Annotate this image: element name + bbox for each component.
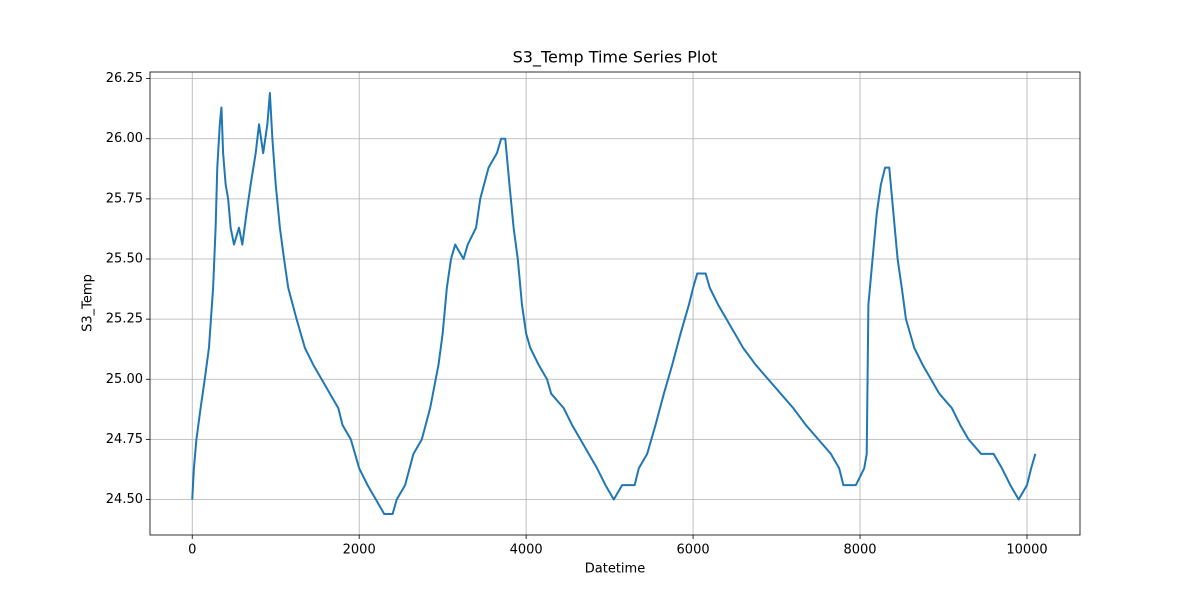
x-tick-label: 10000 [1006,543,1047,558]
x-tick-label: 4000 [510,543,543,558]
x-tick-label: 0 [188,543,196,558]
chart-title: S3_Temp Time Series Plot [513,48,718,68]
y-tick-label: 24.50 [106,492,143,507]
data-line [191,92,1037,515]
y-tick-label: 24.75 [106,432,143,447]
x-tick-label: 6000 [677,543,710,558]
ticks: 0 2000 4000 6000 8000 10000 24.50 24.75 25.00 25.… [106,71,1048,557]
y-tick-label: 26.25 [106,71,143,86]
x-tick-label: 8000 [843,543,876,558]
y-tick-label: 26.00 [106,131,143,146]
plot-area [191,92,1037,515]
y-tick-label: 25.25 [106,312,143,327]
x-tick-label: 2000 [343,543,376,558]
grid [150,72,1080,535]
y-tick-label: 25.00 [106,372,143,387]
x-axis-label: Datetime [585,562,645,577]
y-tick-label: 25.75 [106,191,143,206]
y-tick-label: 25.50 [106,252,143,267]
y-axis-label: S3_Temp [81,274,96,332]
axes-frame [149,71,1081,536]
